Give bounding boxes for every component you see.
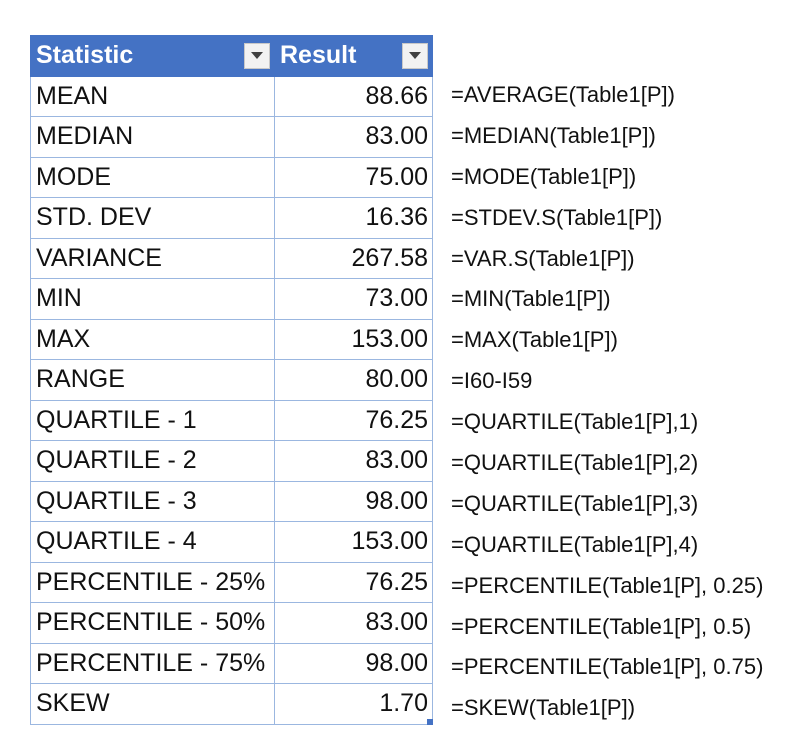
statistic-cell[interactable]: QUARTILE - 3 (30, 480, 275, 522)
table-row: MAX 153.00 (30, 318, 433, 360)
result-cell[interactable]: 80.00 (274, 359, 433, 401)
table-row: QUARTILE - 2 83.00 (30, 440, 433, 482)
statistic-cell[interactable]: PERCENTILE - 25% (30, 561, 275, 603)
formula-text: =MAX(Table1[P]) (451, 327, 618, 353)
formula-text: =QUARTILE(Table1[P],4) (451, 531, 699, 557)
formula-text: =I60-I59 (451, 368, 533, 394)
formula-text: =VAR.S(Table1[P]) (451, 245, 635, 271)
table-resize-handle[interactable] (427, 718, 433, 725)
table-row: MEDIAN 83.00 (30, 116, 433, 158)
header-result-label: Result (280, 41, 357, 70)
result-cell[interactable]: 76.25 (274, 399, 433, 441)
result-cell[interactable]: 1.70 (274, 683, 433, 725)
formula-text: =MIN(Table1[P]) (451, 286, 611, 312)
statistic-cell[interactable]: STD. DEV (30, 197, 275, 239)
table-header-row: Statistic Result (30, 35, 433, 77)
result-cell[interactable]: 73.00 (274, 278, 433, 320)
result-cell[interactable]: 83.00 (274, 602, 433, 644)
table-row: SKEW 1.70 (30, 683, 433, 725)
formula-text: =SKEW(Table1[P]) (451, 695, 636, 721)
statistic-cell[interactable]: MEAN (30, 75, 275, 117)
table-row: QUARTILE - 3 98.00 (30, 480, 433, 522)
formula-text: =STDEV.S(Table1[P]) (451, 204, 663, 230)
statistic-cell[interactable]: MIN (30, 278, 275, 320)
header-statistic-label: Statistic (36, 41, 134, 70)
formula-text: =PERCENTILE(Table1[P], 0.5) (451, 613, 752, 639)
statistic-cell[interactable]: RANGE (30, 359, 275, 401)
statistic-cell[interactable]: MODE (30, 156, 275, 198)
statistic-cell[interactable]: PERCENTILE - 75% (30, 642, 275, 684)
result-cell[interactable]: 153.00 (274, 521, 433, 563)
formula-text: =PERCENTILE(Table1[P], 0.25) (451, 572, 764, 598)
result-cell[interactable]: 75.00 (274, 156, 433, 198)
table-row: VARIANCE 267.58 (30, 237, 433, 279)
table-row: RANGE 80.00 (30, 359, 433, 401)
filter-dropdown-button[interactable] (402, 42, 428, 69)
result-cell[interactable]: 83.00 (274, 116, 433, 158)
statistic-cell[interactable]: VARIANCE (30, 237, 275, 279)
result-cell[interactable]: 16.36 (274, 197, 433, 239)
table-row: STD. DEV 16.36 (30, 197, 433, 239)
formula-text: =MODE(Table1[P]) (451, 163, 637, 189)
header-statistic[interactable]: Statistic (30, 35, 275, 77)
statistic-cell[interactable]: QUARTILE - 2 (30, 440, 275, 482)
result-cell[interactable]: 153.00 (274, 318, 433, 360)
statistics-table-container: Statistic Result MEAN 88.66 MEDI (30, 35, 433, 725)
result-cell[interactable]: 83.00 (274, 440, 433, 482)
table-row: MODE 75.00 (30, 156, 433, 198)
formula-text: =QUARTILE(Table1[P],1) (451, 409, 699, 435)
table-body: MEAN 88.66 MEDIAN 83.00 MODE 75.00 STD. DEV 16.… (30, 75, 433, 725)
statistic-cell[interactable]: QUARTILE - 1 (30, 399, 275, 441)
formula-list: =AVERAGE(Table1[P]) =MEDIAN(Table1[P]) =MO… (451, 75, 763, 729)
result-cell[interactable]: 98.00 (274, 480, 433, 522)
header-result[interactable]: Result (274, 35, 433, 77)
formula-text: =AVERAGE(Table1[P]) (451, 82, 675, 107)
result-cell[interactable]: 267.58 (274, 237, 433, 279)
result-cell[interactable]: 98.00 (274, 642, 433, 684)
table-row: PERCENTILE - 25% 76.25 (30, 561, 433, 603)
statistic-cell[interactable]: PERCENTILE - 50% (30, 602, 275, 644)
dropdown-arrow-icon (251, 51, 263, 59)
table-row: QUARTILE - 1 76.25 (30, 399, 433, 441)
table-row: MIN 73.00 (30, 278, 433, 320)
formula-text: =QUARTILE(Table1[P],2) (451, 450, 699, 476)
table-row: MEAN 88.66 (30, 75, 433, 117)
table-row: PERCENTILE - 50% 83.00 (30, 602, 433, 644)
statistic-cell[interactable]: MAX (30, 318, 275, 360)
table-row: PERCENTILE - 75% 98.00 (30, 642, 433, 684)
statistic-cell[interactable]: QUARTILE - 4 (30, 521, 275, 563)
result-cell[interactable]: 88.66 (274, 75, 433, 117)
result-cell[interactable]: 76.25 (274, 561, 433, 603)
formula-text: =PERCENTILE(Table1[P], 0.75) (451, 654, 764, 680)
table-row: QUARTILE - 4 153.00 (30, 521, 433, 563)
statistic-cell[interactable]: SKEW (30, 683, 275, 725)
formula-text: =MEDIAN(Table1[P]) (451, 122, 656, 148)
statistics-table: Statistic Result MEAN 88.66 MEDI (30, 35, 433, 725)
dropdown-arrow-icon (409, 51, 421, 59)
filter-dropdown-button[interactable] (244, 42, 270, 69)
formula-text: =QUARTILE(Table1[P],3) (451, 490, 699, 516)
statistic-cell[interactable]: MEDIAN (30, 116, 275, 158)
